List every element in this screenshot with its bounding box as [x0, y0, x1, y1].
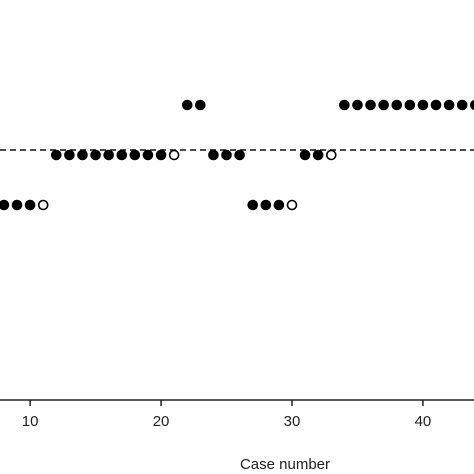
point — [273, 199, 285, 211]
point — [365, 99, 376, 111]
point — [352, 99, 363, 111]
point — [260, 199, 272, 211]
point — [325, 149, 337, 161]
point — [456, 99, 468, 111]
point — [181, 99, 193, 111]
point — [443, 99, 455, 111]
point — [51, 149, 62, 161]
x-tick-label: 40 — [415, 413, 432, 430]
x-tick-label: 20 — [153, 413, 170, 430]
x-tick-label: 10 — [22, 413, 39, 430]
point — [142, 149, 154, 161]
point — [11, 199, 23, 211]
point — [417, 99, 429, 111]
point — [103, 149, 114, 161]
point — [195, 99, 206, 111]
point — [404, 99, 416, 111]
point — [247, 199, 259, 211]
point — [129, 149, 141, 161]
point — [77, 149, 88, 161]
x-axis-label: Case number — [240, 456, 330, 473]
point — [339, 99, 350, 111]
point — [0, 199, 10, 211]
point — [234, 149, 245, 161]
point — [312, 149, 324, 161]
point — [286, 199, 298, 211]
point — [470, 99, 474, 111]
point — [208, 149, 219, 161]
point — [378, 99, 389, 111]
point — [168, 149, 180, 161]
point — [90, 149, 101, 161]
point — [430, 99, 442, 111]
point — [221, 149, 232, 161]
x-tick-label: 30 — [284, 413, 301, 430]
point — [64, 149, 75, 161]
point — [24, 199, 36, 211]
point — [299, 149, 311, 161]
point — [116, 149, 128, 161]
point — [155, 149, 167, 161]
point — [391, 99, 403, 111]
point — [37, 199, 49, 211]
